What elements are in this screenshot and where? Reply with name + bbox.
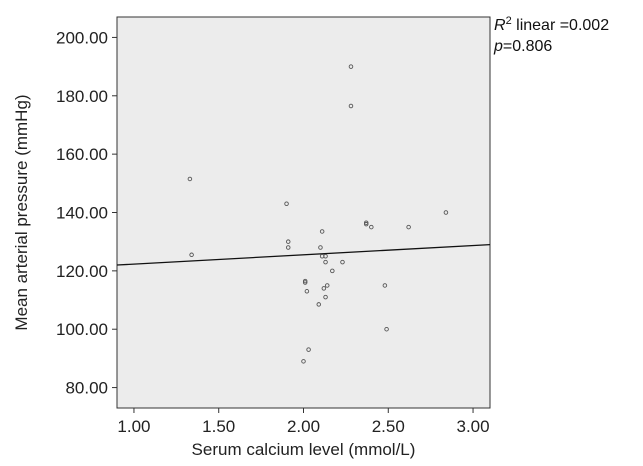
y-axis-title: Mean arterial pressure (mmHg) — [12, 94, 31, 330]
p-value-annotation: p=0.806 — [493, 38, 552, 55]
p-value: =0.806 — [503, 38, 552, 55]
y-tick-label: 160.00 — [56, 145, 108, 164]
x-ticks-group: 1.00 1.50 2.00 2.50 3.00 — [117, 408, 489, 436]
y-tick-label: 120.00 — [56, 262, 108, 281]
y-ticks-group: 80.00 100.00 120.00 140.00 160.00 180.00 200.0… — [56, 28, 117, 397]
x-tick-label: 2.50 — [372, 417, 405, 436]
x-axis-title: Serum calcium level (mmol/L) — [192, 440, 416, 459]
p-symbol: p — [493, 38, 503, 55]
y-tick-label: 200.00 — [56, 28, 108, 47]
r-squared-annotation: R2 linear =0.002 — [494, 15, 609, 34]
r-squared-value: linear =0.002 — [512, 17, 610, 34]
plot-area — [117, 17, 490, 408]
x-tick-label: 1.00 — [117, 417, 150, 436]
y-tick-label: 100.00 — [56, 320, 108, 339]
x-tick-label: 3.00 — [456, 417, 489, 436]
r-squared-symbol: R — [494, 17, 506, 34]
y-tick-label: 180.00 — [56, 87, 108, 106]
x-tick-label: 1.50 — [202, 417, 235, 436]
y-tick-label: 80.00 — [65, 379, 108, 398]
x-tick-label: 2.00 — [287, 417, 320, 436]
y-tick-label: 140.00 — [56, 204, 108, 223]
